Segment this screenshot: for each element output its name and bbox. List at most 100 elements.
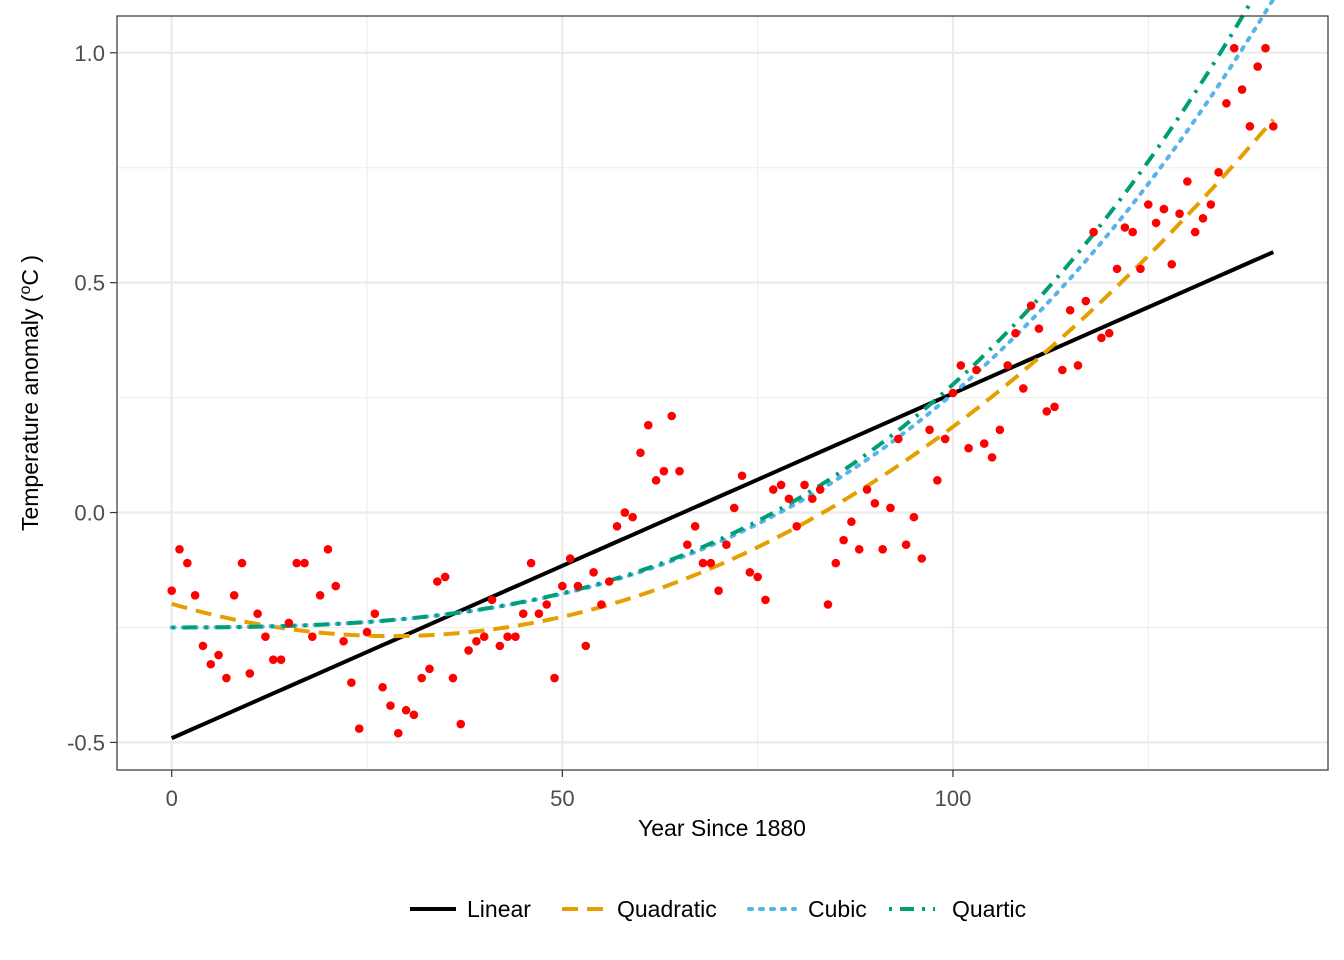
data-point [628,512,637,522]
legend-label-quadratic: Quadratic [617,896,717,922]
data-point [1034,324,1044,333]
data-point [1018,384,1028,393]
fit-lines [169,0,1276,741]
data-point [542,600,552,609]
data-point [183,558,192,568]
data-point [1151,218,1161,228]
data-point [190,590,200,600]
data-point [722,540,731,550]
data-point [604,577,614,586]
data-point [378,682,387,692]
data-point [979,439,989,448]
data-point [1073,361,1083,370]
data-point [995,425,1005,435]
data-point [698,558,708,568]
data-point [1261,43,1270,53]
grid [117,16,1328,770]
axes: 0 50 100 -0.5 0.0 0.5 1.0 [67,41,971,811]
data-point [1229,43,1239,53]
data-point [1050,402,1059,412]
data-point [784,494,794,504]
legend-label-linear: Linear [467,896,531,922]
data-points [167,43,1278,738]
data-point [1081,296,1091,306]
data-point [1183,177,1192,186]
data-point [1136,264,1145,274]
data-point [1167,259,1177,269]
data-point [956,361,966,370]
data-point [925,425,934,435]
data-point [792,522,802,531]
data-point [1089,227,1098,237]
panel-border [116,15,1329,771]
data-point [534,609,544,618]
data-point [901,540,911,550]
data-point [315,590,325,600]
y-tick-label: -0.5 [67,730,105,755]
data-point [948,388,958,398]
data-point [1011,328,1020,338]
data-point [933,476,942,485]
data-point [808,494,817,504]
data-point [1214,168,1223,177]
data-point [690,522,700,531]
data-point [1198,213,1208,223]
data-point [831,558,841,568]
data-point [308,632,317,641]
data-point [589,568,598,577]
data-point [503,632,512,641]
data-point [433,577,442,586]
data-point [643,420,653,430]
data-point [448,673,458,683]
data-point [511,632,520,641]
x-tick-label: 50 [550,786,574,811]
y-axis-title-suffix: C ) [17,255,43,286]
data-point [558,581,567,591]
data-point [550,673,559,683]
data-point [386,701,395,710]
data-point [1097,333,1106,343]
data-point [964,443,973,453]
data-point [331,581,341,591]
data-point [612,522,622,531]
data-point [268,655,278,664]
data-point [440,572,450,582]
data-point [409,710,419,720]
data-point [526,558,536,568]
data-point [776,480,786,490]
data-point [245,669,255,678]
data-point [198,641,208,651]
data-point [870,499,880,508]
data-point [714,586,723,595]
y-tick-label: 1.0 [74,41,105,66]
fit-line-linear [170,250,1275,741]
fit-line-cubic [169,0,1276,630]
data-point [597,600,606,609]
data-point [581,641,591,651]
data-point [573,581,583,591]
data-point [683,540,692,550]
data-point [518,609,528,618]
data-point [1253,62,1262,71]
y-tick-label: 0.0 [74,501,105,526]
data-point [815,485,825,494]
y-tick-label: 0.5 [74,271,105,296]
data-point [761,595,770,605]
data-point [175,545,184,554]
data-point [417,673,427,683]
data-point [479,632,489,641]
data-point [1128,227,1137,237]
data-point [909,512,919,522]
data-point [284,618,294,628]
data-point [659,466,669,476]
x-axis-title: Year Since 1880 [638,815,806,841]
data-point [1269,122,1278,131]
fit-line-quadratic [171,118,1275,639]
data-point [1112,264,1122,274]
data-point [495,641,505,651]
fit-line-quartic [171,0,1255,630]
data-point [464,646,473,655]
data-point [1159,204,1169,214]
